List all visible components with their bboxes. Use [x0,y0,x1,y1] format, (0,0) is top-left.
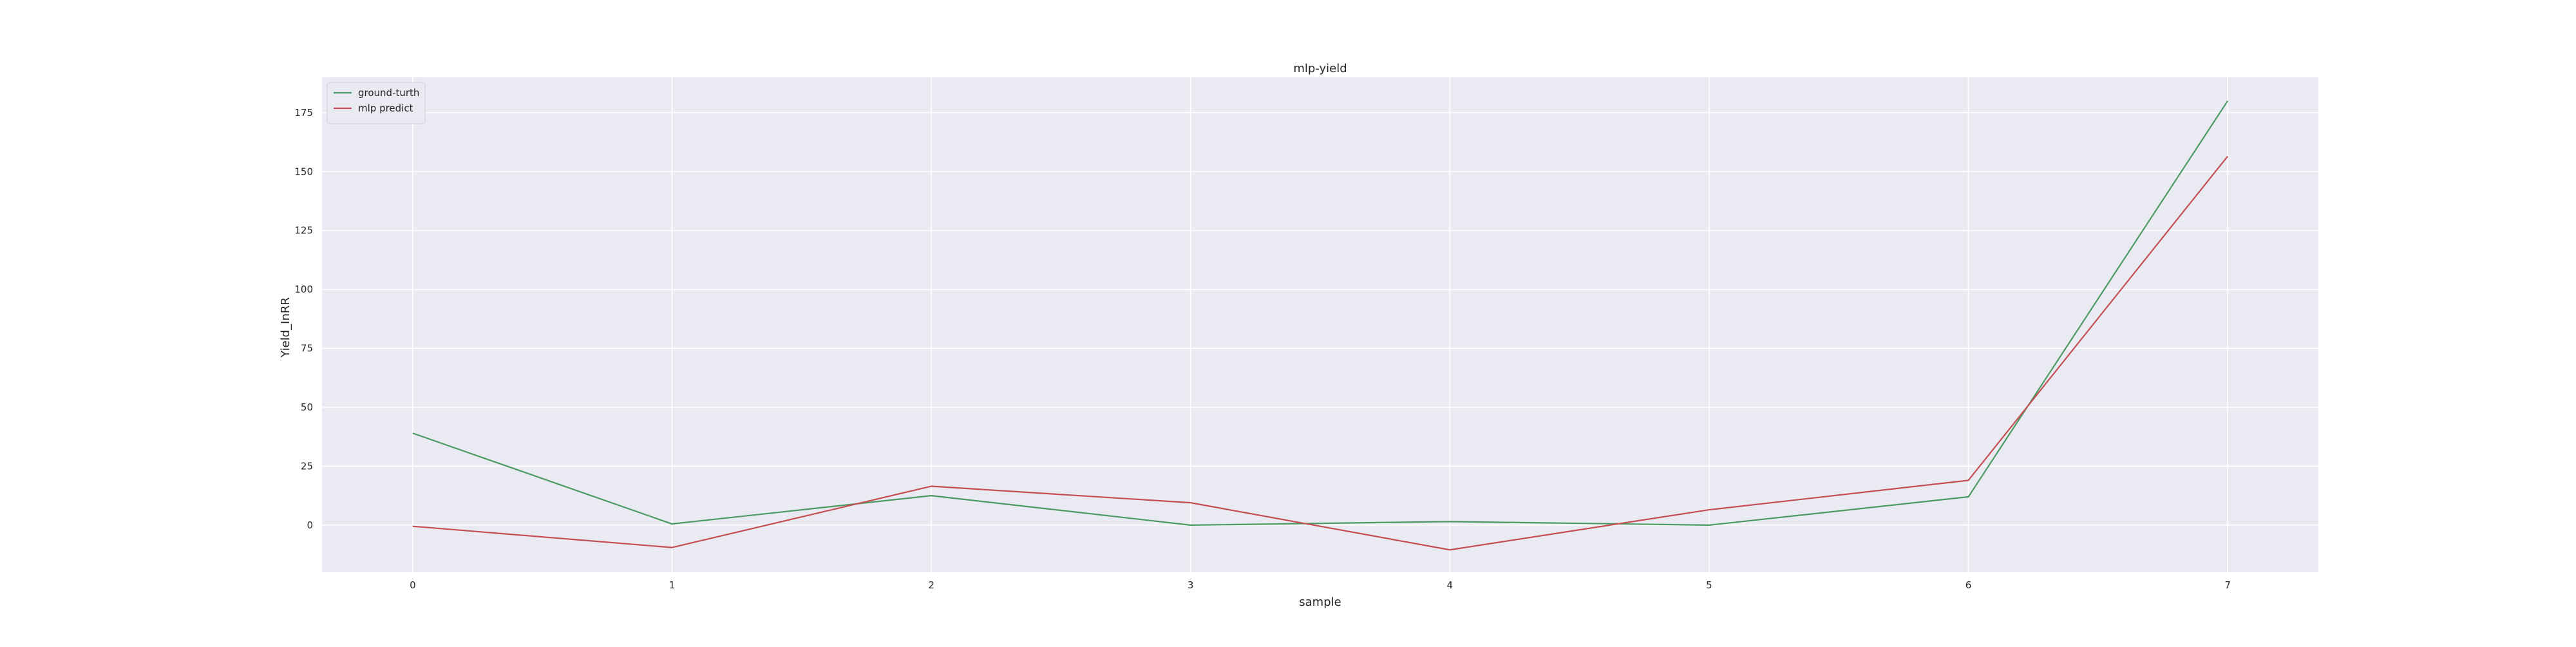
x-tick-label: 6 [1965,579,1972,591]
x-tick-label: 5 [1706,579,1712,591]
y-tick-label: 25 [301,460,313,472]
y-tick-label: 75 [301,343,313,354]
legend-label: ground-turth [358,87,419,99]
x-tick-label: 2 [928,579,934,591]
y-tick-label: 0 [307,519,313,531]
x-tick-label: 1 [669,579,676,591]
legend: ground-turth mlp predict [327,82,425,124]
chart-title: mlp-yield [1293,62,1347,75]
x-tick-label: 3 [1188,579,1194,591]
y-tick-label: 50 [301,401,313,413]
legend-label: mlp predict [358,102,413,114]
x-tick-label: 0 [410,579,416,591]
x-tick-label: 7 [2224,579,2231,591]
y-tick-label: 150 [294,166,313,177]
y-tick-label: 125 [294,225,313,237]
plot-background [322,77,2318,572]
y-axis-label: Yield_InRR [279,297,292,358]
y-tick-label: 175 [294,107,313,119]
x-axis-label: sample [1299,595,1341,609]
x-tick-label: 4 [1447,579,1454,591]
y-tick-label: 100 [294,284,313,295]
